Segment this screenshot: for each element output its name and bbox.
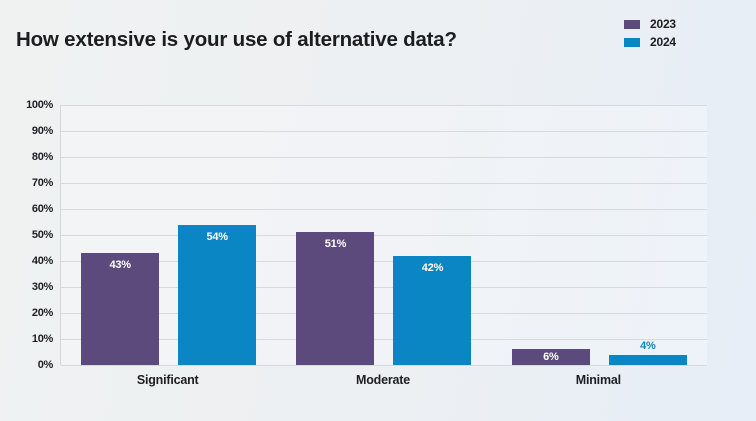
y-tick-label: 20%	[31, 307, 53, 319]
gridline	[61, 105, 707, 106]
bar-groups: 43% 54% 51% 42% 6% 4%	[61, 105, 707, 365]
bar-value-label: 54%	[206, 230, 228, 243]
bar-group-minimal: 6% 4%	[492, 105, 707, 365]
bar-value-label: 51%	[324, 238, 347, 251]
y-tick-label: 50%	[31, 229, 53, 241]
y-tick-label: 80%	[31, 151, 53, 163]
gridline	[61, 157, 707, 158]
gridline	[61, 287, 707, 288]
y-tick-label: 70%	[31, 177, 53, 189]
legend-swatch-icon	[624, 19, 640, 29]
bar-group-significant: 43% 54%	[61, 105, 276, 365]
y-tick-label: 100%	[26, 99, 53, 111]
legend: 2023 2024	[624, 15, 676, 51]
y-tick-label: 0%	[37, 359, 54, 371]
legend-item-2024: 2024	[624, 33, 676, 51]
gridline	[61, 261, 707, 262]
category-labels: Significant Moderate Minimal	[60, 373, 706, 387]
bar-2023-significant: 43%	[81, 253, 160, 365]
bar-value-label: 4%	[640, 339, 656, 352]
gridline	[61, 131, 707, 132]
y-tick-label: 90%	[31, 125, 53, 137]
chart-title: How extensive is your use of alternative…	[16, 28, 457, 51]
gridline	[61, 365, 707, 366]
y-tick-label: 10%	[31, 333, 53, 345]
legend-item-2023: 2023	[624, 15, 676, 33]
gridline	[61, 339, 707, 340]
category-label-minimal: Minimal	[575, 373, 621, 387]
legend-label: 2023	[650, 17, 676, 31]
bar-value-label: 42%	[421, 261, 444, 274]
bar-2023-minimal: 6%	[511, 349, 590, 365]
legend-swatch-icon	[624, 37, 640, 47]
gridline	[61, 183, 707, 184]
category-label-moderate: Moderate	[356, 373, 410, 387]
bar-group-moderate: 51% 42%	[276, 105, 491, 365]
plot-area: 43% 54% 51% 42% 6% 4%	[60, 105, 707, 366]
y-tick-label: 40%	[31, 255, 53, 267]
bar-2024-significant: 54%	[178, 224, 257, 365]
bar-2023-moderate: 51%	[296, 232, 375, 365]
bar-value-label: 43%	[109, 259, 131, 272]
category-label-significant: Significant	[136, 373, 199, 387]
y-axis-ticks: 0% 10% 20% 30% 40% 50% 60% 70% 80% 90% 100%	[0, 99, 53, 371]
gridline	[61, 235, 707, 236]
bar-2024-moderate: 42%	[393, 255, 472, 365]
bar-2024-minimal: 4%	[608, 340, 687, 365]
gridlines	[61, 105, 707, 366]
y-tick-label: 30%	[31, 281, 53, 293]
y-tick-label: 60%	[31, 203, 53, 215]
gridline	[61, 313, 707, 314]
gridline	[61, 209, 707, 210]
legend-label: 2024	[650, 35, 676, 49]
bar-value-label: 6%	[543, 351, 559, 364]
